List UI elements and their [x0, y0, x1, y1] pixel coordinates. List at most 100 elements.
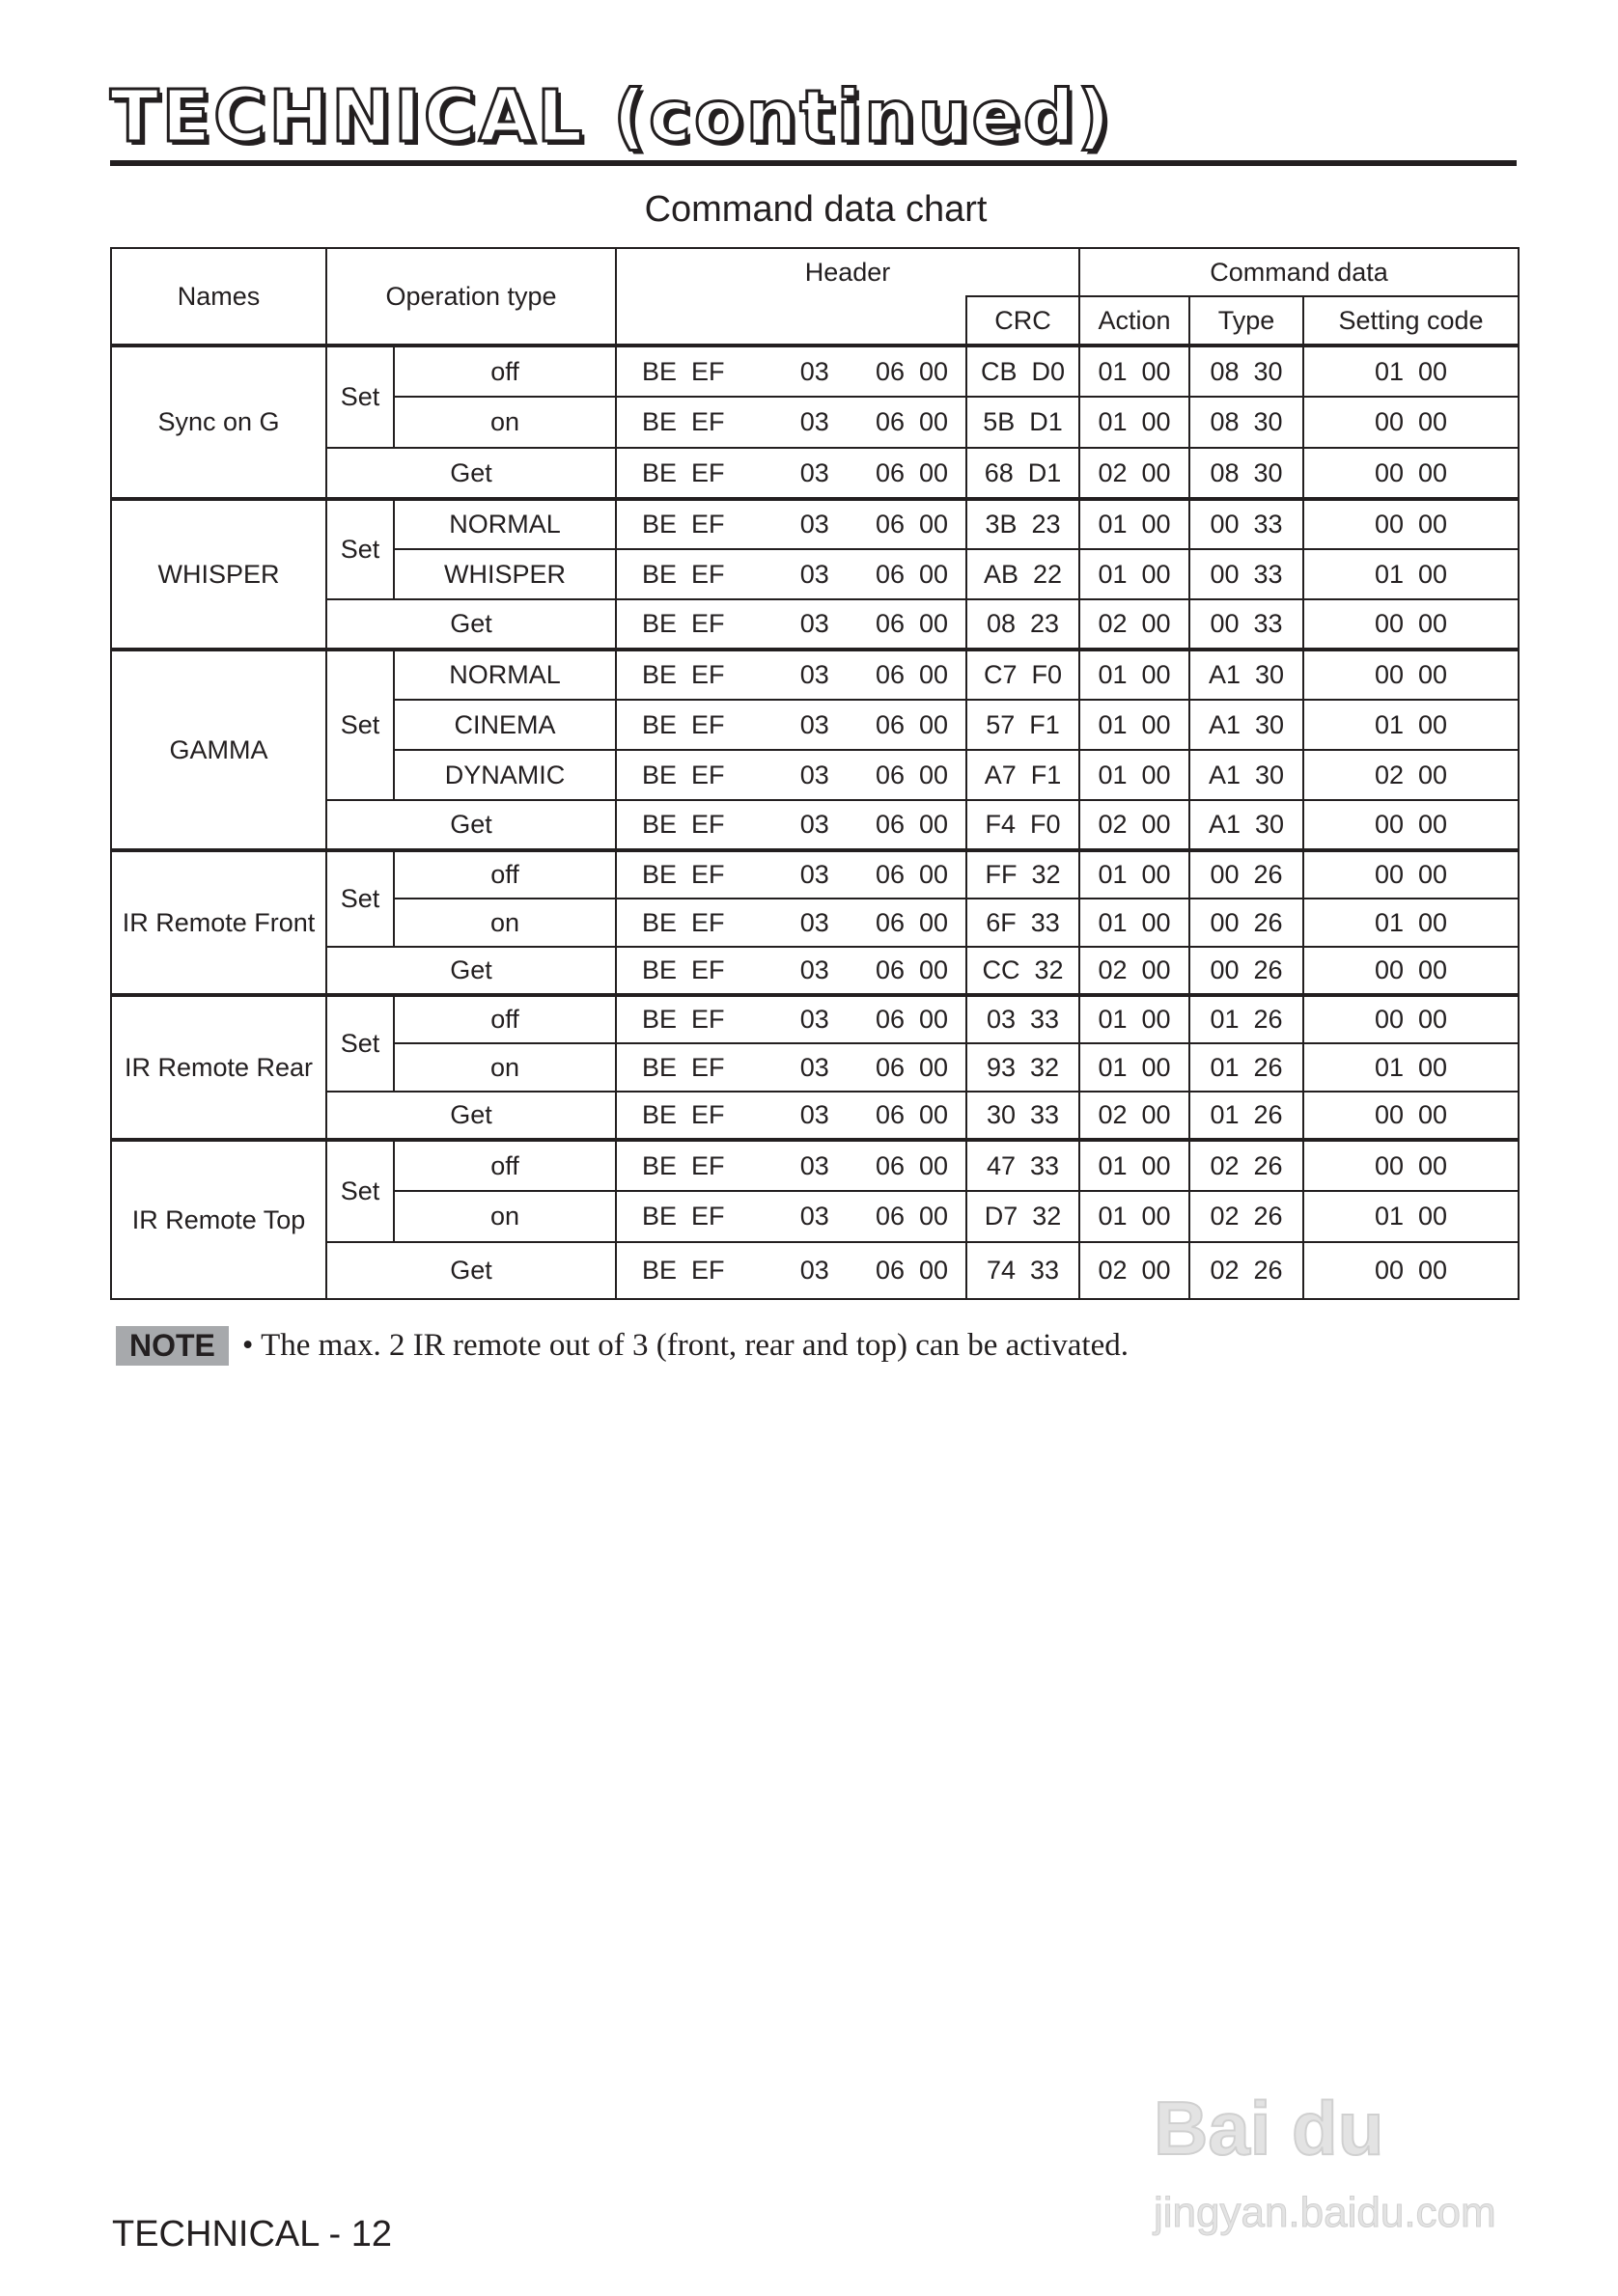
crc-value: D7 32 — [965, 1190, 1081, 1243]
header-byte-group: BE EF — [642, 810, 725, 839]
crc-value: CC 32 — [965, 946, 1081, 996]
action-value: 01 00 — [1078, 848, 1191, 899]
table-row: IR Remote Rear Set off BE EF 03 06 00 03 33 01 … — [110, 993, 1520, 1141]
crc-value: AB 22 — [965, 548, 1081, 600]
setting-value: 01 00 — [1302, 1042, 1520, 1093]
header-byte-group: 03 — [799, 860, 829, 889]
header-byte-group: 03 — [799, 356, 829, 386]
type-value: 01 26 — [1188, 1042, 1305, 1093]
crc-value: C7 F0 — [965, 648, 1081, 701]
col-action: Action — [1078, 295, 1191, 347]
header-byte-group: BE EF — [642, 609, 725, 638]
operation-option: on — [392, 1190, 618, 1243]
header-bytes: BE EF 03 06 00 — [615, 497, 968, 550]
operation-get: Get — [324, 799, 618, 851]
header-bytes: BE EF 03 06 00 — [615, 1091, 968, 1141]
header-byte-group: 03 — [799, 407, 829, 436]
group-name: Sync on G — [110, 344, 327, 500]
col-setting-code: Setting code — [1302, 295, 1520, 347]
header-spacer — [615, 296, 967, 347]
operation-option: off — [392, 993, 618, 1044]
header-byte-group: 03 — [799, 907, 829, 937]
header-byte-group: 03 — [799, 1005, 829, 1034]
header-byte-group: 06 00 — [875, 660, 949, 689]
action-value: 01 00 — [1078, 993, 1191, 1044]
crc-value: 47 33 — [965, 1138, 1081, 1192]
header-byte-group: 03 — [799, 760, 829, 789]
setting-value: 01 00 — [1302, 548, 1520, 600]
note-text: • The max. 2 IR remote out of 3 (front, … — [241, 1328, 1129, 1363]
header-byte-group: 03 — [799, 1052, 829, 1082]
header-byte-group: 03 — [799, 1202, 829, 1231]
header-byte-group: 06 00 — [875, 356, 949, 386]
group-name: WHISPER — [110, 497, 327, 650]
group-name: IR Remote Top — [110, 1138, 327, 1300]
header-byte-group: BE EF — [642, 709, 725, 739]
page-footer: TECHNICAL - 12 — [112, 2214, 392, 2255]
header-bytes: BE EF 03 06 00 — [615, 344, 968, 398]
type-value: A1 30 — [1188, 648, 1305, 701]
operation-option: DYNAMIC — [392, 749, 618, 801]
note-badge: NOTE — [116, 1326, 229, 1366]
watermark-url: jingyan.baidu.com — [1154, 2189, 1497, 2237]
header-byte-group: 06 00 — [875, 955, 949, 984]
crc-value: 5B D1 — [965, 396, 1081, 449]
table-row: DYNAMIC BE EF 03 06 00 A7 F1 01 00 A1 30 02 00 — [111, 749, 1520, 801]
setting-value: 01 00 — [1302, 898, 1520, 948]
col-operation-type: Operation type — [324, 247, 618, 346]
setting-value: 00 00 — [1302, 946, 1520, 996]
header-bytes: BE EF 03 06 00 — [615, 1241, 968, 1300]
header-byte-group: BE EF — [642, 955, 725, 984]
header-byte-group: BE EF — [642, 1202, 725, 1231]
type-value: 00 33 — [1188, 598, 1305, 650]
type-value: A1 30 — [1188, 799, 1305, 851]
header-byte-group: 06 00 — [875, 810, 949, 839]
group-name: GAMMA — [110, 648, 327, 851]
type-value: 00 33 — [1188, 497, 1305, 550]
table-row: Get BE EF 03 06 00 F4 F0 02 00 A1 30 00 00 — [111, 799, 1520, 851]
set-label: Set — [325, 848, 395, 948]
action-value: 02 00 — [1078, 598, 1191, 650]
header-byte-group: 03 — [799, 609, 829, 638]
header-bytes: BE EF 03 06 00 — [615, 548, 968, 600]
header-byte-group: 06 00 — [875, 907, 949, 937]
action-value: 01 00 — [1078, 1190, 1191, 1243]
setting-value: 01 00 — [1302, 1190, 1520, 1243]
action-value: 01 00 — [1078, 1042, 1191, 1093]
setting-value: 01 00 — [1302, 344, 1520, 398]
header-byte-group: BE EF — [642, 1005, 725, 1034]
header-byte-group: 03 — [799, 1100, 829, 1129]
table-row: IR Remote Top Set off BE EF 03 06 00 47 33 01 0… — [110, 1138, 1520, 1300]
type-value: 02 26 — [1188, 1190, 1305, 1243]
type-value: A1 30 — [1188, 699, 1305, 751]
header-byte-group: BE EF — [642, 356, 725, 386]
table-row: Get BE EF 03 06 00 CC 32 02 00 00 26 00 00 — [111, 946, 1520, 996]
watermark-logo: Bai du — [1153, 2085, 1384, 2172]
setting-value: 00 00 — [1302, 799, 1520, 851]
setting-value: 00 00 — [1302, 1138, 1520, 1192]
table-row: Get BE EF 03 06 00 08 23 02 00 00 33 00 00 — [111, 598, 1520, 650]
table-row: on BE EF 03 06 00 5B D1 01 00 08 30 00 00 — [111, 396, 1520, 449]
action-value: 01 00 — [1078, 699, 1191, 751]
setting-value: 00 00 — [1302, 1091, 1520, 1141]
header-byte-group: BE EF — [642, 407, 725, 436]
header-byte-group: 03 — [799, 955, 829, 984]
col-header: Header — [615, 247, 1080, 296]
set-label: Set — [325, 497, 395, 600]
header-byte-group: 06 00 — [875, 1100, 949, 1129]
crc-value: 68 D1 — [965, 447, 1081, 500]
table-row: GAMMA Set NORMAL BE EF 03 06 00 C7 F0 01 00 A1 3… — [110, 648, 1520, 851]
crc-value: 03 33 — [965, 993, 1081, 1044]
setting-value: 00 00 — [1302, 848, 1520, 899]
header-bytes: BE EF 03 06 00 — [615, 699, 968, 751]
header-byte-group: 06 00 — [875, 1005, 949, 1034]
header-byte-group: 06 00 — [875, 1256, 949, 1285]
action-value: 01 00 — [1078, 648, 1191, 701]
header-bytes: BE EF 03 06 00 — [615, 799, 968, 851]
header-byte-group: BE EF — [642, 1150, 725, 1180]
header-byte-group: 06 00 — [875, 457, 949, 487]
operation-option: NORMAL — [392, 497, 618, 550]
header-byte-group: BE EF — [642, 457, 725, 487]
header-bytes: BE EF 03 06 00 — [615, 1190, 968, 1243]
type-value: 00 26 — [1188, 946, 1305, 996]
